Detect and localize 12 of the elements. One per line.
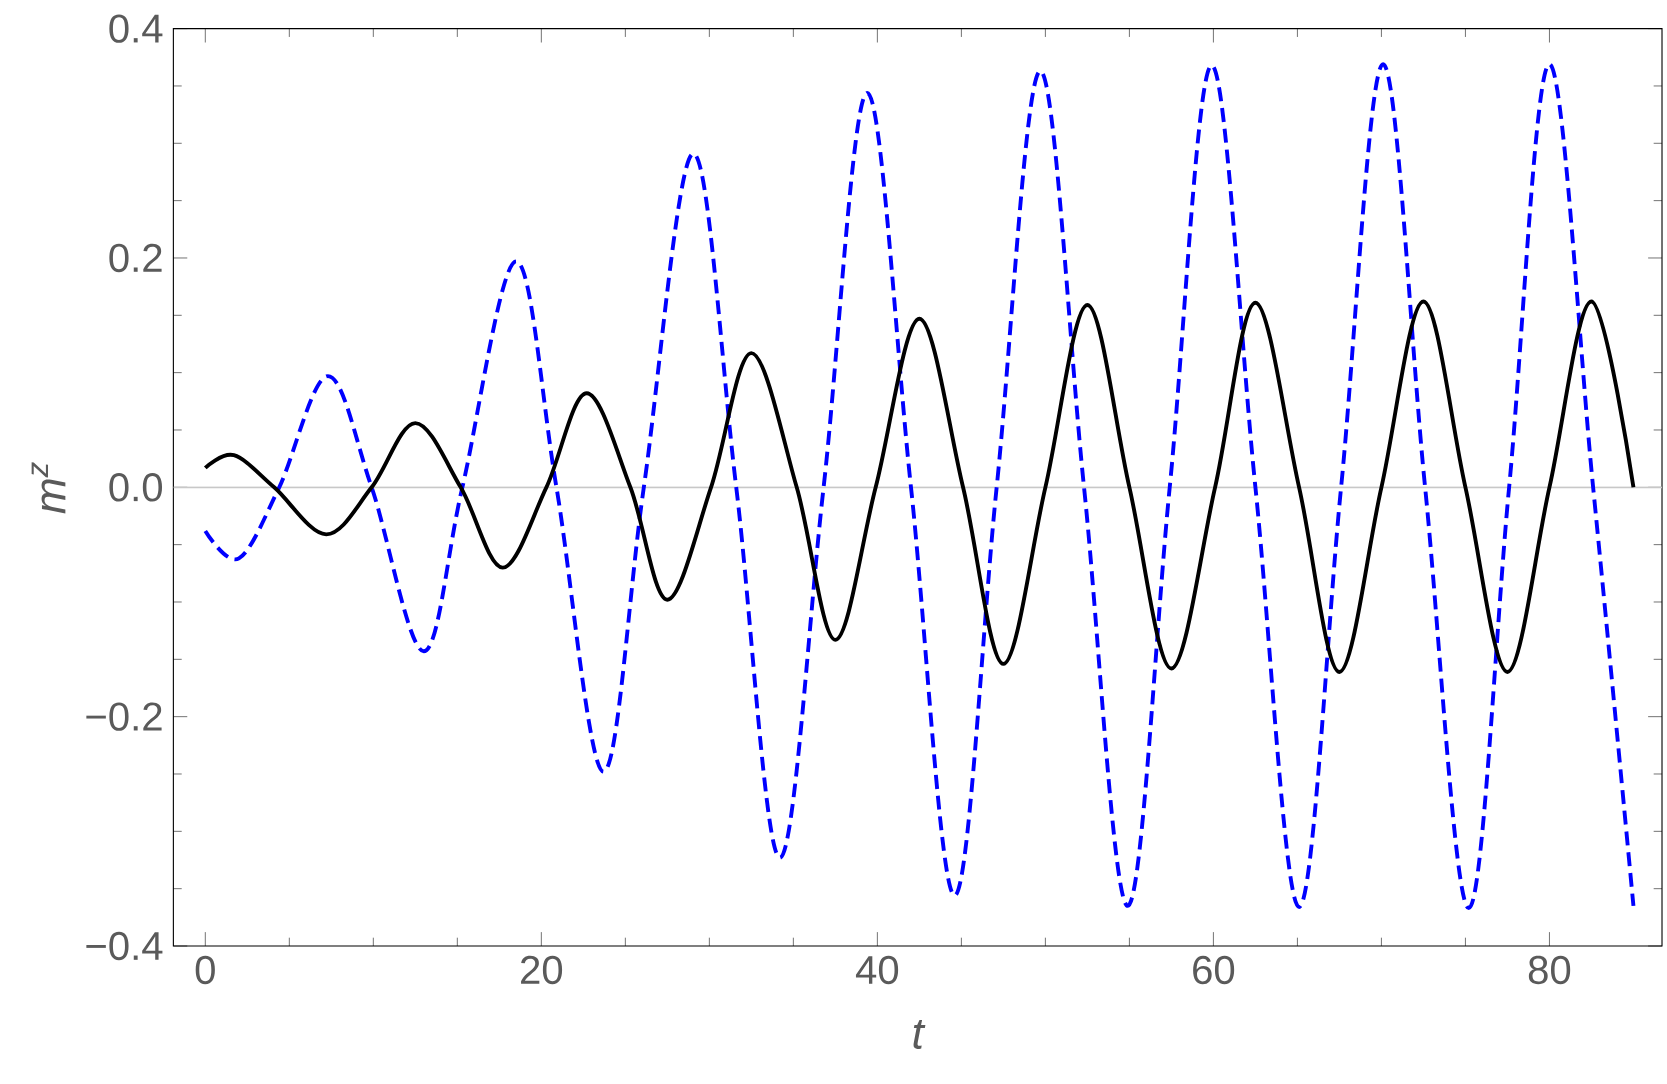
- x-axis-title: t: [913, 1019, 926, 1050]
- y-tick-label: 0.0: [109, 473, 163, 502]
- x-tick-label: 60: [1193, 955, 1235, 985]
- y-axis-title: m$^{z}$: [31, 462, 66, 514]
- y-tick-label: −0.2: [86, 702, 162, 731]
- x-tick-label: 20: [521, 955, 563, 985]
- y-tick-label: −0.4: [86, 931, 163, 961]
- y-tick-label: 0.4: [109, 14, 163, 43]
- y-tick-label: 0.2: [109, 243, 162, 273]
- x-tick-label: 40: [855, 955, 899, 985]
- x-tick-label: 0: [195, 955, 215, 985]
- x-tick-label: 80: [1528, 955, 1571, 985]
